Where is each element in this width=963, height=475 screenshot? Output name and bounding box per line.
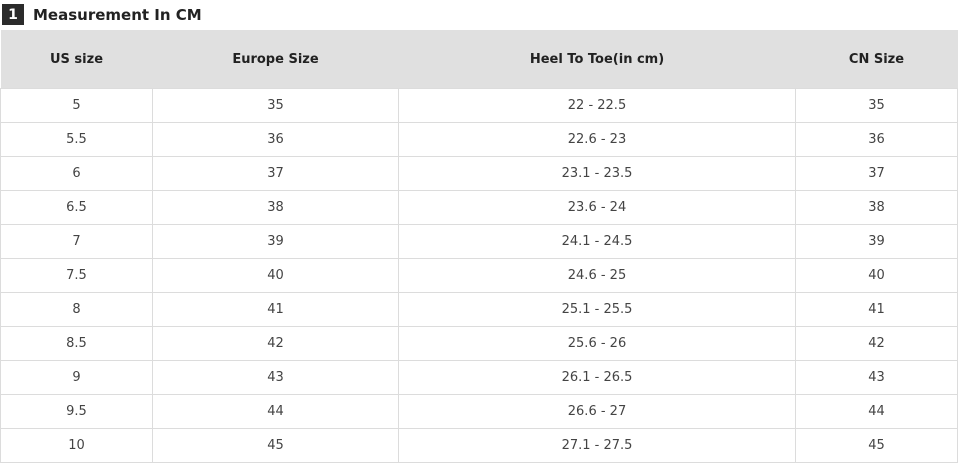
cell-europe-size: 43 [152, 360, 399, 395]
table-row: 9 43 26.1 - 26.5 43 [0, 360, 958, 395]
table-row: 6.5 38 23.6 - 24 38 [0, 190, 958, 225]
cell-us-size: 8.5 [0, 326, 153, 361]
header-cn-size: CN Size [795, 30, 958, 89]
cell-europe-size: 39 [152, 224, 399, 259]
cell-heel-to-toe: 24.6 - 25 [398, 258, 796, 293]
size-chart-table: US size Europe Size Heel To Toe(in cm) C… [0, 30, 958, 463]
cell-us-size: 6 [0, 156, 153, 191]
section-title: Measurement In CM [33, 5, 202, 24]
cell-heel-to-toe: 25.1 - 25.5 [398, 292, 796, 327]
cell-europe-size: 42 [152, 326, 399, 361]
table-row: 8.5 42 25.6 - 26 42 [0, 326, 958, 361]
table-row: 7 39 24.1 - 24.5 39 [0, 224, 958, 259]
cell-heel-to-toe: 26.6 - 27 [398, 394, 796, 429]
cell-us-size: 5 [0, 88, 153, 123]
cell-us-size: 9.5 [0, 394, 153, 429]
cell-cn-size: 40 [795, 258, 958, 293]
cell-us-size: 6.5 [0, 190, 153, 225]
table-row: 10 45 27.1 - 27.5 45 [0, 428, 958, 463]
cell-heel-to-toe: 26.1 - 26.5 [398, 360, 796, 395]
cell-cn-size: 45 [795, 428, 958, 463]
cell-europe-size: 45 [152, 428, 399, 463]
cell-heel-to-toe: 23.6 - 24 [398, 190, 796, 225]
cell-cn-size: 35 [795, 88, 958, 123]
cell-heel-to-toe: 22 - 22.5 [398, 88, 796, 123]
table-header-row: US size Europe Size Heel To Toe(in cm) C… [0, 30, 958, 89]
cell-cn-size: 43 [795, 360, 958, 395]
cell-cn-size: 44 [795, 394, 958, 429]
header-heel-to-toe: Heel To Toe(in cm) [398, 30, 796, 89]
cell-cn-size: 42 [795, 326, 958, 361]
cell-europe-size: 40 [152, 258, 399, 293]
cell-heel-to-toe: 22.6 - 23 [398, 122, 796, 157]
cell-europe-size: 44 [152, 394, 399, 429]
cell-us-size: 7.5 [0, 258, 153, 293]
section-number-badge: 1 [2, 4, 24, 25]
cell-europe-size: 36 [152, 122, 399, 157]
cell-cn-size: 38 [795, 190, 958, 225]
cell-europe-size: 38 [152, 190, 399, 225]
cell-europe-size: 41 [152, 292, 399, 327]
cell-us-size: 7 [0, 224, 153, 259]
table-row: 7.5 40 24.6 - 25 40 [0, 258, 958, 293]
cell-cn-size: 37 [795, 156, 958, 191]
cell-us-size: 10 [0, 428, 153, 463]
table-row: 5.5 36 22.6 - 23 36 [0, 122, 958, 157]
table-row: 6 37 23.1 - 23.5 37 [0, 156, 958, 191]
table-row: 5 35 22 - 22.5 35 [0, 88, 958, 123]
table-row: 9.5 44 26.6 - 27 44 [0, 394, 958, 429]
cell-cn-size: 41 [795, 292, 958, 327]
cell-cn-size: 36 [795, 122, 958, 157]
cell-europe-size: 37 [152, 156, 399, 191]
cell-us-size: 9 [0, 360, 153, 395]
table-row: 8 41 25.1 - 25.5 41 [0, 292, 958, 327]
section-heading: 1 Measurement In CM [2, 4, 202, 25]
cell-cn-size: 39 [795, 224, 958, 259]
cell-heel-to-toe: 27.1 - 27.5 [398, 428, 796, 463]
cell-us-size: 8 [0, 292, 153, 327]
header-us-size: US size [0, 30, 153, 89]
cell-us-size: 5.5 [0, 122, 153, 157]
header-europe-size: Europe Size [152, 30, 399, 89]
cell-heel-to-toe: 25.6 - 26 [398, 326, 796, 361]
cell-heel-to-toe: 23.1 - 23.5 [398, 156, 796, 191]
cell-europe-size: 35 [152, 88, 399, 123]
cell-heel-to-toe: 24.1 - 24.5 [398, 224, 796, 259]
